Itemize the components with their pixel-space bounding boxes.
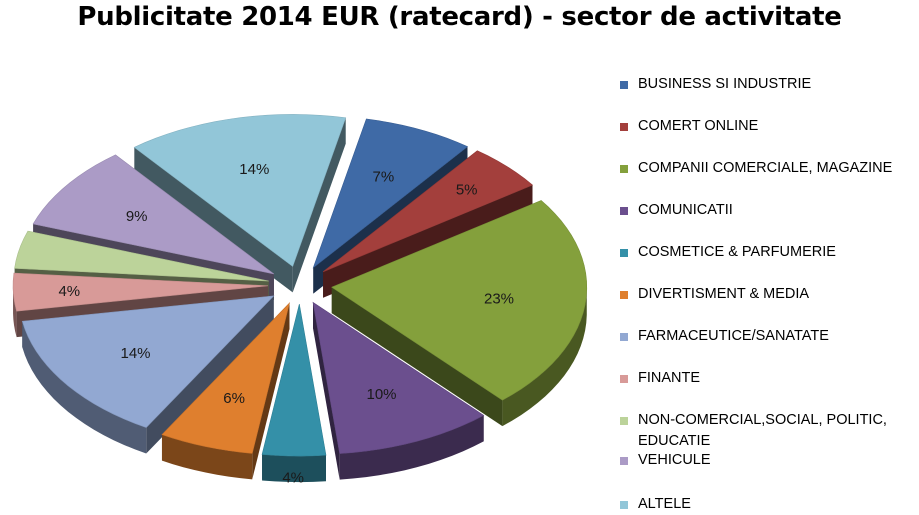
legend-label: DIVERTISMENT & MEDIA: [638, 284, 918, 305]
legend-label: ALTELE: [638, 494, 918, 515]
legend-label: COMUNICATII: [638, 200, 918, 221]
legend-label: FINANTE: [638, 368, 918, 389]
data-label: 14%: [239, 161, 269, 178]
data-label: 9%: [126, 208, 148, 225]
legend-swatch: [620, 165, 628, 173]
legend-swatch: [620, 457, 628, 465]
legend-label: BUSINESS SI INDUSTRIE: [638, 74, 918, 95]
legend-swatch: [620, 207, 628, 215]
legend-swatch: [620, 417, 628, 425]
legend-label: NON-COMERCIAL,SOCIAL, POLITIC, EDUCATIE: [638, 410, 918, 452]
data-label: 4%: [282, 469, 304, 486]
legend-label: COMPANII COMERCIALE, MAGAZINE: [638, 158, 918, 179]
legend-swatch: [620, 333, 628, 341]
legend-swatch: [620, 123, 628, 131]
legend-label: COMERT ONLINE: [638, 116, 918, 137]
data-label: 14%: [120, 345, 150, 362]
legend-swatch: [620, 249, 628, 257]
legend-swatch: [620, 291, 628, 299]
data-label: 4%: [58, 283, 80, 300]
data-label: 7%: [373, 168, 395, 185]
legend-swatch: [620, 501, 628, 509]
legend-swatch: [620, 81, 628, 89]
legend-swatch: [620, 375, 628, 383]
legend-label: FARMACEUTICE/SANATATE: [638, 326, 918, 347]
legend-label: VEHICULE: [638, 450, 918, 471]
data-label: 6%: [223, 390, 245, 407]
legend-label: COSMETICE & PARFUMERIE: [638, 242, 918, 263]
data-label: 10%: [366, 386, 396, 403]
data-label: 23%: [484, 291, 514, 308]
data-label: 5%: [456, 182, 478, 199]
